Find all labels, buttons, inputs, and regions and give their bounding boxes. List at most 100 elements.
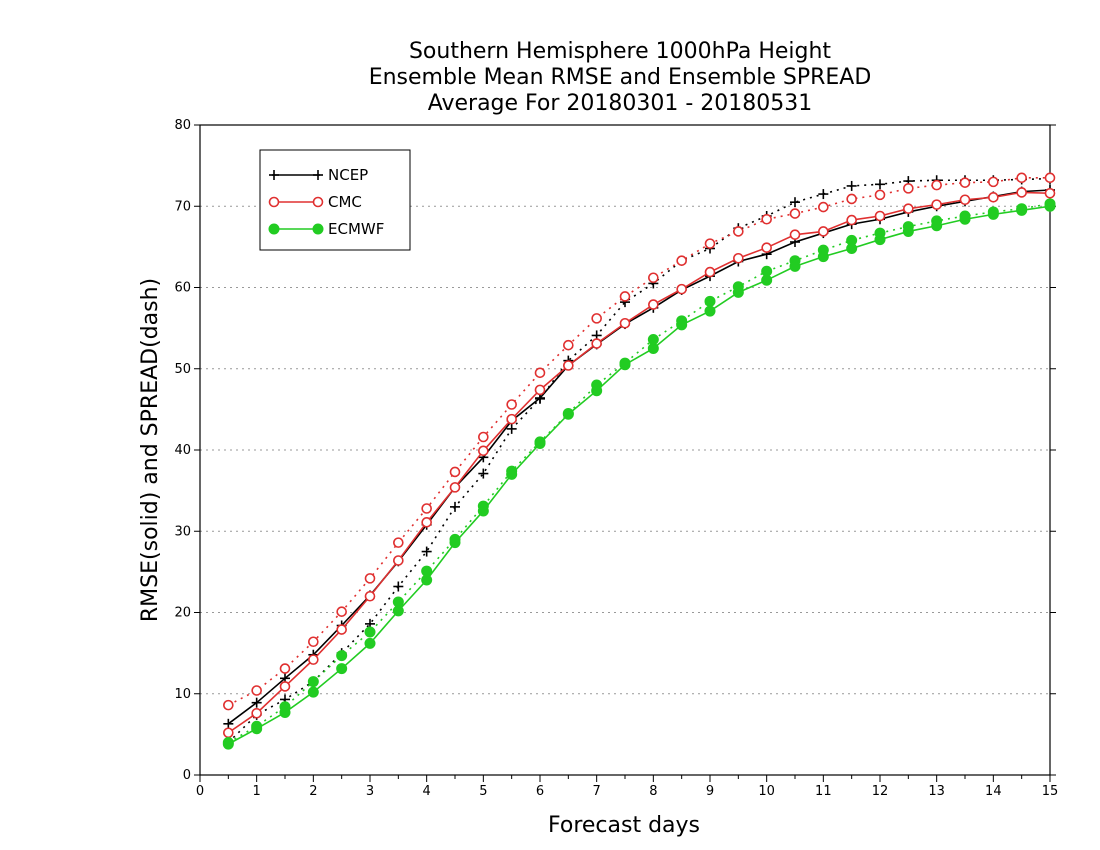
ncep-rmse-line xyxy=(227,189,1051,725)
legend-marker-ecmwf xyxy=(312,223,324,235)
legend-marker-cmc xyxy=(268,196,280,208)
cmc-rmse-point xyxy=(223,727,234,739)
ecmwf-rmse-point xyxy=(619,359,631,371)
cmc-spread-point xyxy=(393,537,404,548)
ecmwf-rmse-point xyxy=(647,342,659,354)
cmc-spread-point xyxy=(931,179,942,191)
ncep-spread-point xyxy=(421,546,432,557)
ecmwf-spread-point xyxy=(704,295,716,307)
legend-label-cmc: CMC xyxy=(328,193,362,211)
cmc-spread-point xyxy=(279,663,291,674)
ncep-spread-line xyxy=(227,177,1051,744)
ncep-spread-point xyxy=(478,468,489,479)
legend-marker-ecmwf xyxy=(268,223,280,235)
cmc-rmse-point xyxy=(1016,187,1027,198)
ecmwf-rmse-point xyxy=(449,537,461,549)
ecmwf-rmse-point xyxy=(562,408,574,420)
y-tick-label: 70 xyxy=(174,199,191,214)
ecmwf-rmse-point xyxy=(534,438,546,449)
cmc-spread-point xyxy=(704,238,716,249)
ncep-spread-point xyxy=(393,581,404,592)
cmc-spread-point xyxy=(733,226,744,237)
cmc-rmse-point xyxy=(364,590,376,602)
ecmwf-rmse-point xyxy=(506,468,518,480)
ecmwf-rmse-point xyxy=(279,706,291,718)
x-tick-label: 5 xyxy=(479,784,487,799)
legend-label-ncep: NCEP xyxy=(328,166,368,184)
ecmwf-rmse-point xyxy=(392,605,404,617)
cmc-rmse-point xyxy=(421,517,432,528)
cmc-rmse-point xyxy=(251,707,262,719)
ncep-spread-point xyxy=(818,189,829,200)
ecmwf-rmse-point xyxy=(761,274,773,286)
x-axis-label: Forecast days xyxy=(548,813,700,838)
x-tick-label: 6 xyxy=(536,784,544,799)
legend-marker-cmc xyxy=(312,196,324,208)
y-tick-label: 30 xyxy=(174,524,191,539)
ecmwf-rmse-line xyxy=(227,205,1051,745)
ecmwf-rmse-point xyxy=(336,663,348,675)
cmc-rmse-point xyxy=(591,338,602,349)
gridlines xyxy=(200,205,1050,695)
y-tick-label: 50 xyxy=(174,362,191,377)
y-tick-label: 40 xyxy=(174,443,191,458)
cmc-spread-point xyxy=(1044,172,1056,184)
x-tick-label: 12 xyxy=(872,784,889,799)
cmc-spread-point xyxy=(449,466,461,478)
ncep-spread-point xyxy=(790,197,800,208)
cmc-spread-point xyxy=(308,636,319,648)
title-line-3: Average For 20180301 - 20180531 xyxy=(428,91,813,116)
cmc-rmse-point xyxy=(704,266,716,278)
ecmwf-spread-point xyxy=(307,676,319,688)
ecmwf-rmse-point xyxy=(307,686,319,698)
cmc-rmse-point xyxy=(903,203,914,214)
x-tick-label: 3 xyxy=(366,784,374,799)
cmc-spread-point xyxy=(676,255,687,266)
ecmwf-rmse-point xyxy=(732,286,744,298)
ecmwf-rmse-point xyxy=(421,574,433,586)
ecmwf-rmse-point xyxy=(364,637,376,649)
legend-marker-ncep xyxy=(269,170,279,180)
ecmwf-rmse-point xyxy=(1044,200,1056,212)
legend-box xyxy=(259,149,411,251)
cmc-rmse-point xyxy=(676,283,687,295)
cmc-rmse-point xyxy=(336,624,347,635)
x-tick-label: 7 xyxy=(593,784,601,799)
cmc-rmse-point xyxy=(506,413,517,425)
y-axis-label: RMSE(solid) and SPREAD(dash) xyxy=(138,278,163,622)
cmc-spread-point xyxy=(534,367,546,379)
cmc-spread-point xyxy=(874,189,886,201)
ecmwf-rmse-point xyxy=(676,319,688,331)
x-tick-label: 4 xyxy=(423,784,431,799)
cmc-spread-point xyxy=(789,208,801,219)
cmc-rmse-point xyxy=(449,482,461,493)
cmc-spread-point xyxy=(903,183,914,194)
x-tick-label: 8 xyxy=(649,784,657,799)
ecmwf-rmse-point xyxy=(931,220,943,232)
x-tick-label: 10 xyxy=(758,784,775,799)
cmc-rmse-point xyxy=(959,194,971,206)
x-tick-label: 15 xyxy=(1042,784,1059,799)
ecmwf-rmse-point xyxy=(251,723,263,735)
x-tick-label: 11 xyxy=(815,784,832,799)
cmc-rmse-point xyxy=(279,681,291,692)
ecmwf-spread-point xyxy=(364,626,376,638)
title-line-2: Ensemble Mean RMSE and Ensemble SPREAD xyxy=(369,65,872,90)
legend-label-ecmwf: ECMWF xyxy=(328,220,384,238)
ecmwf-rmse-point xyxy=(902,225,914,237)
cmc-rmse-point xyxy=(308,654,319,665)
x-tick-label: 14 xyxy=(985,784,1002,799)
cmc-rmse-point xyxy=(648,299,659,310)
cmc-spread-point xyxy=(251,685,262,696)
cmc-rmse-point xyxy=(874,210,886,222)
ncep-spread-point xyxy=(450,501,460,512)
x-tick-label: 2 xyxy=(309,784,317,799)
ecmwf-rmse-point xyxy=(987,208,999,220)
ncep-rmse-point xyxy=(223,718,234,729)
x-tick-label: 1 xyxy=(253,784,261,799)
cmc-rmse-point xyxy=(534,384,546,396)
cmc-spread-point xyxy=(223,699,234,711)
cmc-rmse-point xyxy=(393,555,404,566)
ecmwf-rmse-point xyxy=(817,251,829,263)
